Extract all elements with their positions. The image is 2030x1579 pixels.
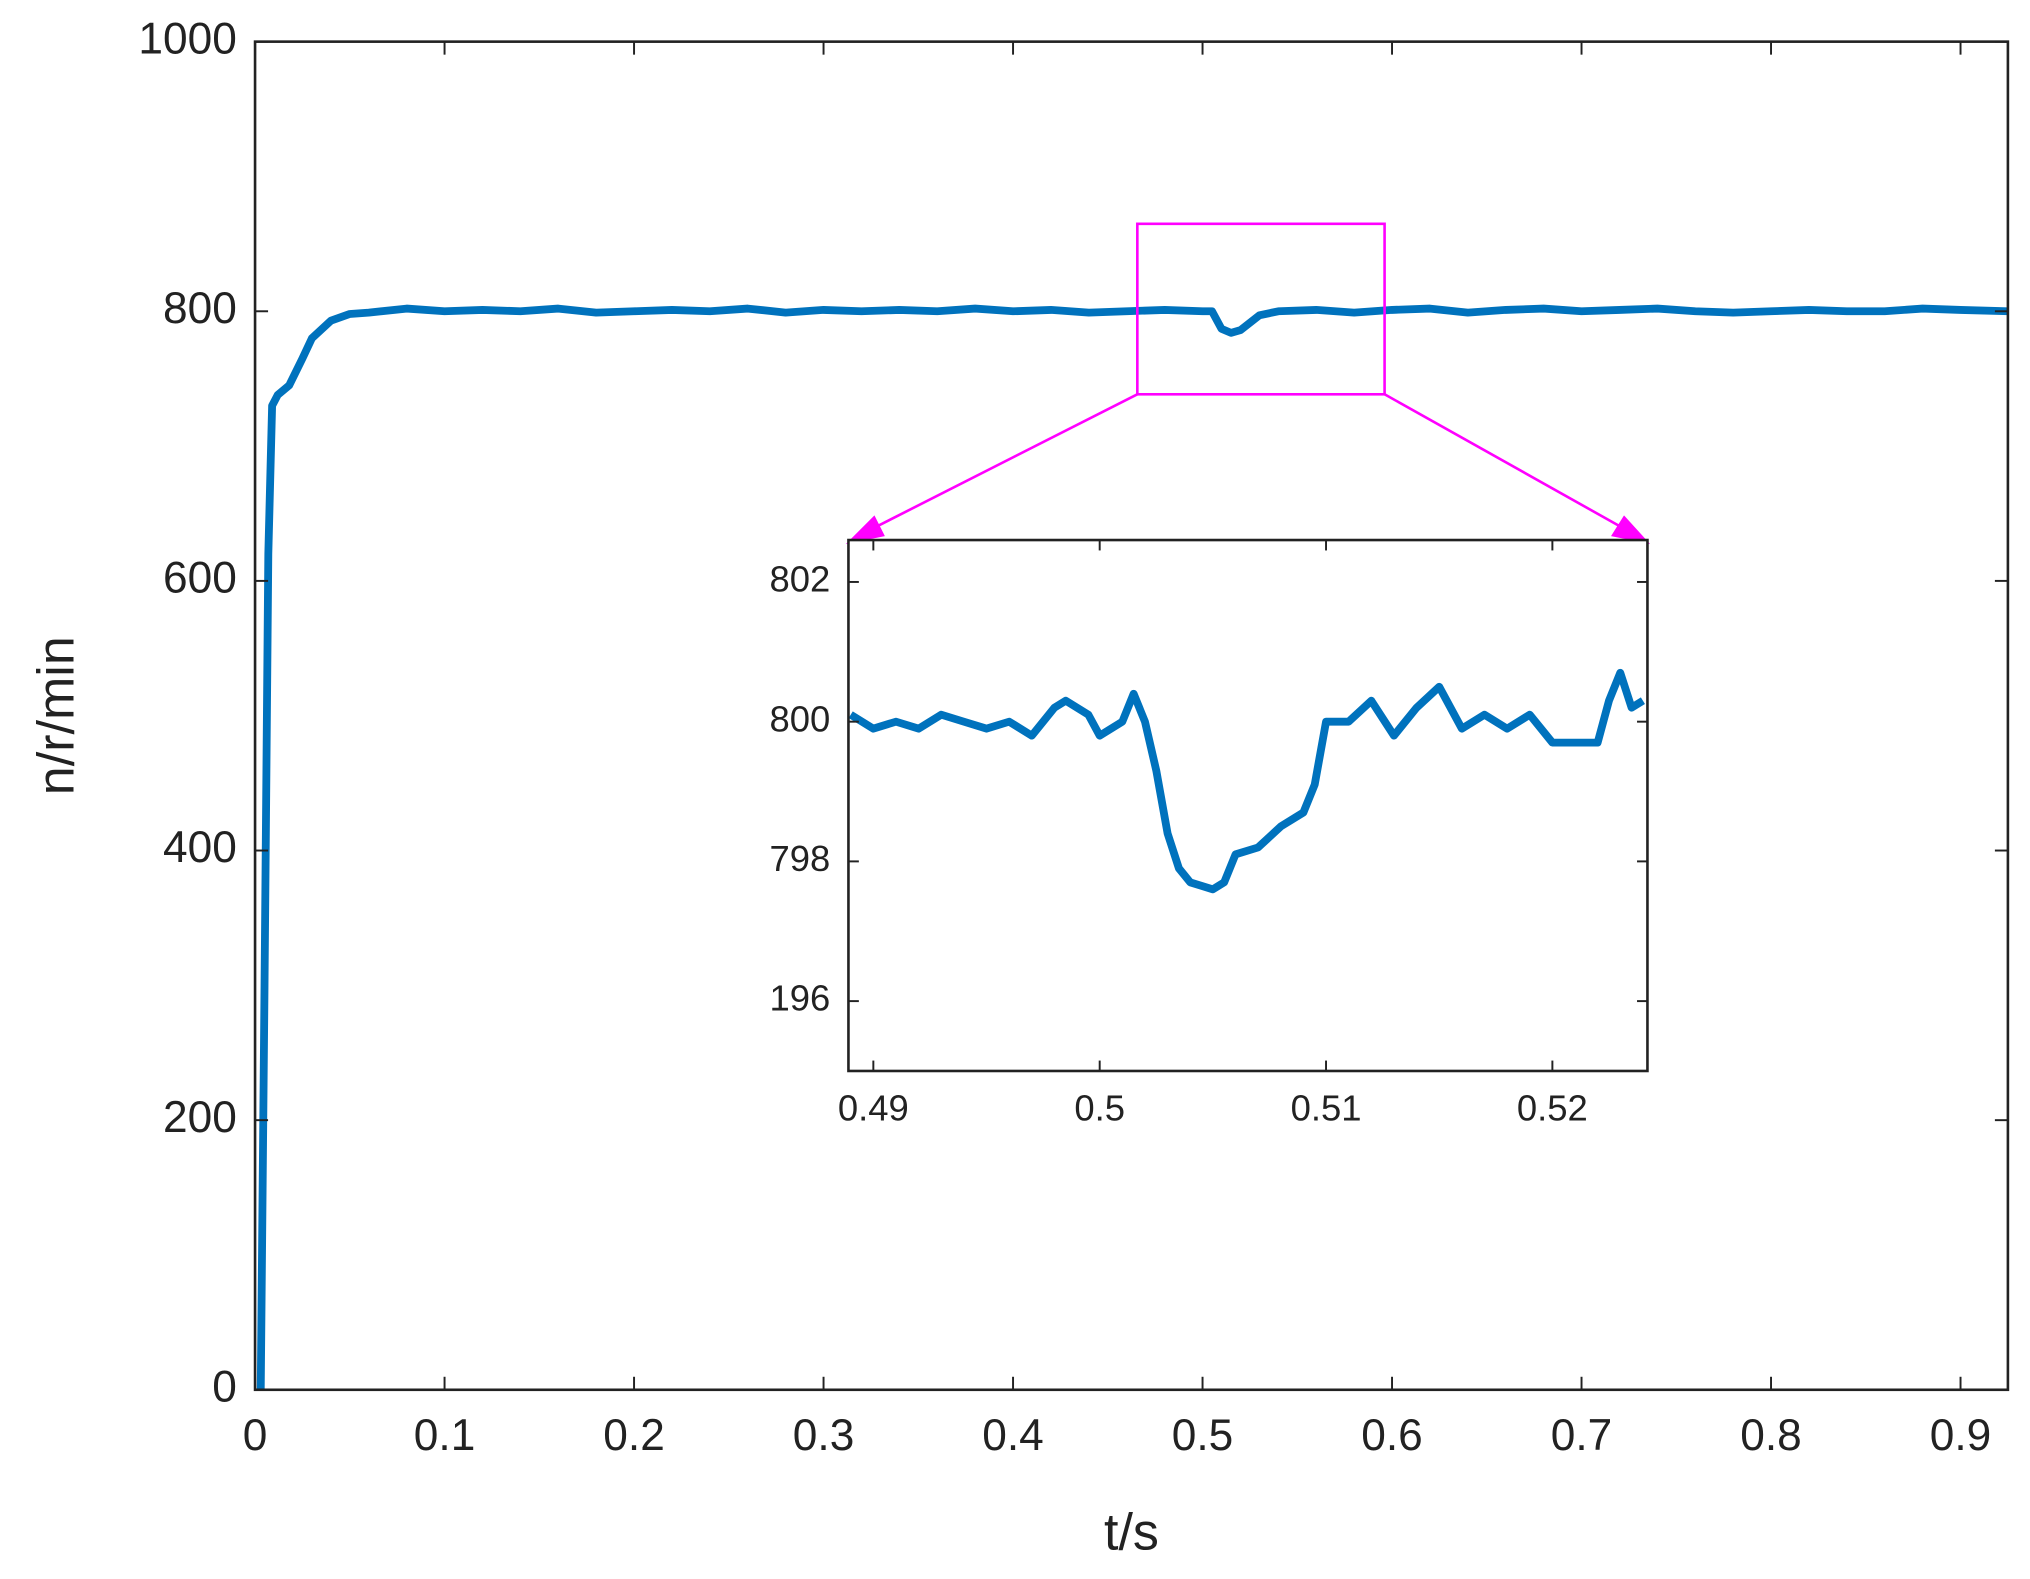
y-tick-label: 798 [769, 838, 830, 879]
axes-background [848, 540, 1648, 1071]
zoom-arrow [864, 393, 1138, 534]
y-tick-label: 200 [163, 1093, 237, 1142]
plot-root: 0 0.1 0.2 0.3 0.4 0.5 0.6 0.7 0.8 0.9 0 200 400 600 80… [28, 14, 2010, 1561]
x-axis-label: t/s [1104, 1503, 1159, 1561]
x-tick-label: 0.51 [1291, 1088, 1362, 1129]
x-tick-label: 0.8 [1740, 1411, 1801, 1460]
x-tick-label: 0.9 [1930, 1411, 1991, 1460]
x-tick-label: 0.2 [603, 1411, 665, 1460]
arrow-head [1611, 515, 1651, 544]
x-tick-label: 0.5 [1074, 1088, 1125, 1129]
y-tick-label: 800 [769, 698, 830, 739]
y-tick-label: 1000 [138, 14, 236, 63]
x-tick-label: 0.4 [982, 1411, 1044, 1460]
y-axis-label: n/r/min [28, 636, 86, 795]
y-tick-label: 800 [163, 284, 237, 333]
axes-frame [847, 538, 1649, 1073]
x-tick-label: 0 [243, 1411, 268, 1460]
x-tick-label: 0.6 [1361, 1411, 1422, 1460]
data-line [848, 668, 1645, 894]
y-tick-label: 196 [769, 978, 830, 1019]
x-tick-label: 0.3 [793, 1411, 855, 1460]
y-tick-label: 802 [769, 559, 830, 600]
x-tick-label: 0.7 [1551, 1411, 1612, 1460]
x-tick-label: 0.5 [1172, 1411, 1234, 1460]
x-tick-label: 0.52 [1517, 1088, 1588, 1129]
axes-frame [253, 40, 2010, 1392]
y-tick-label: 0 [212, 1362, 237, 1411]
zoom-annotation [845, 222, 1651, 544]
data-line [256, 304, 2009, 1390]
arrow-head [845, 515, 885, 544]
y-tick-label: 600 [163, 554, 237, 603]
x-tick-label: 0.1 [414, 1411, 476, 1460]
zoom-box [1136, 222, 1386, 396]
x-tick-label: 0.49 [838, 1088, 909, 1129]
zoom-arrow [1383, 393, 1632, 534]
y-tick-label: 400 [163, 823, 237, 872]
